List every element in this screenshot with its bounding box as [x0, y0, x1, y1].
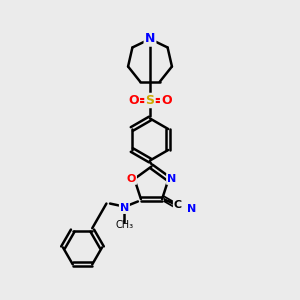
- Text: O: O: [127, 174, 136, 184]
- Text: O: O: [128, 94, 139, 107]
- Text: O: O: [161, 94, 172, 107]
- Text: N: N: [145, 32, 155, 46]
- Text: N: N: [188, 204, 197, 214]
- Text: N: N: [120, 203, 129, 213]
- Text: S: S: [146, 94, 154, 107]
- Text: N: N: [167, 174, 176, 184]
- Text: C: C: [173, 200, 181, 210]
- Text: CH₃: CH₃: [116, 220, 134, 230]
